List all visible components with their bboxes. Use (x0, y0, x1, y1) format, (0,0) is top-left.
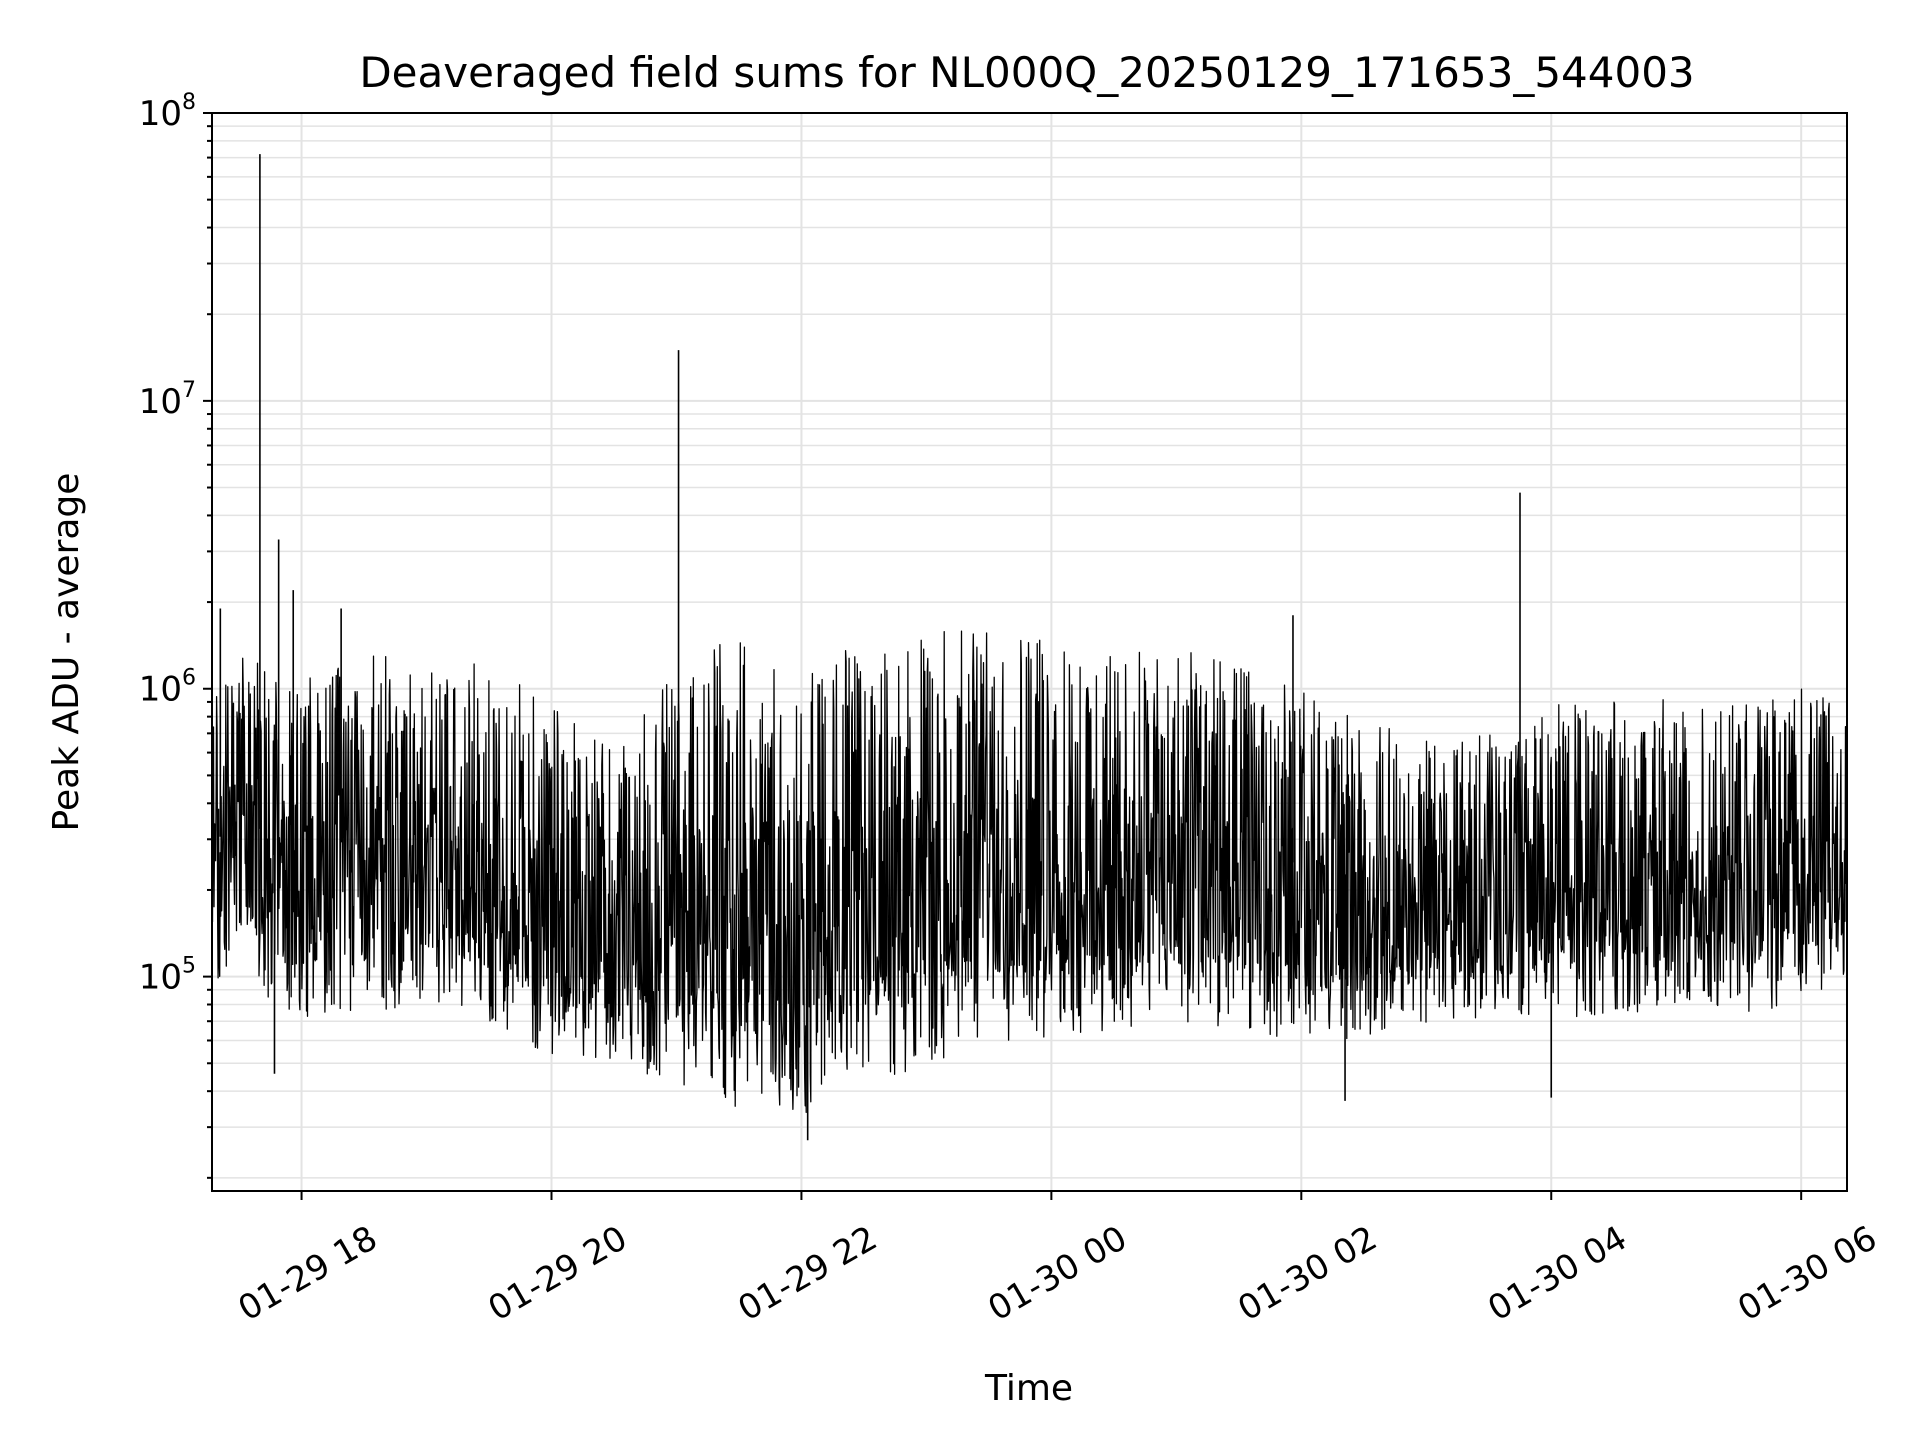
y-tick-label: 107 (139, 378, 196, 422)
y-tick-label: 106 (139, 666, 196, 710)
chart-title: Deaveraged field sums for NL000Q_2025012… (359, 48, 1694, 97)
y-axis-label: Peak ADU - average (46, 473, 87, 832)
y-tick-label: 105 (139, 954, 196, 998)
plot-frame (211, 112, 1848, 1192)
series-trace (212, 630, 1847, 1114)
y-tick-label: 108 (139, 90, 196, 134)
series-line (212, 154, 1847, 1141)
y-axis: 105 106 107 108 (139, 90, 212, 1179)
x-axis-label: Time (984, 1368, 1073, 1409)
